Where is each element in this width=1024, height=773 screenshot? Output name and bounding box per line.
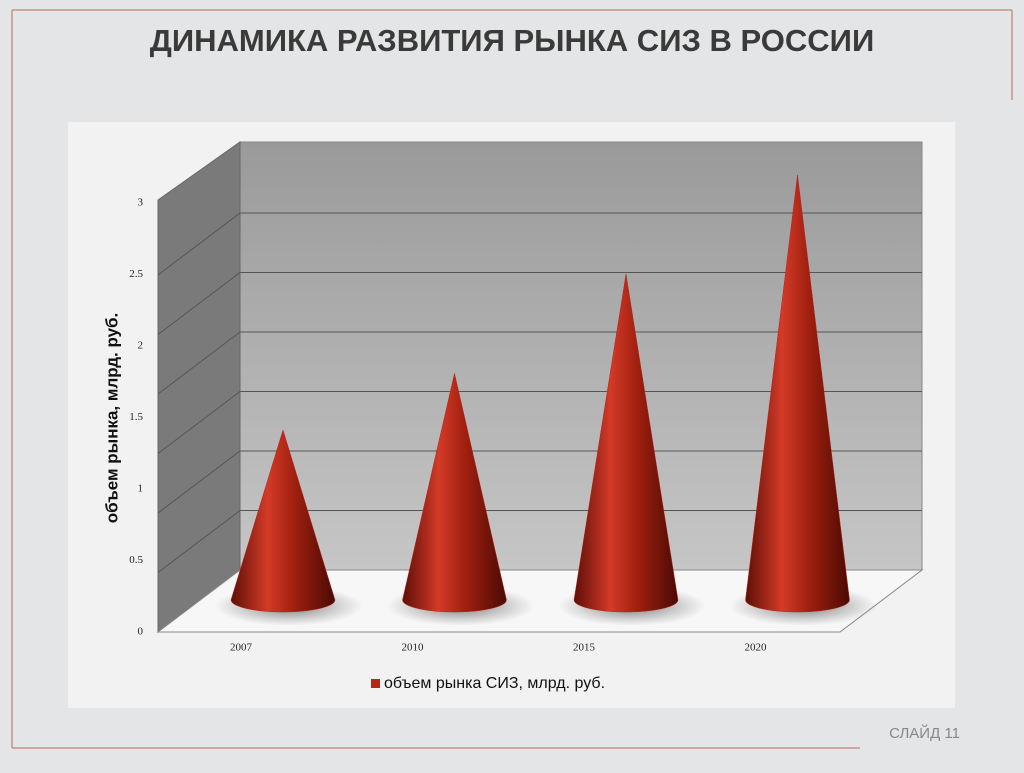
- legend: объем рынка СИЗ, млрд. руб.: [371, 675, 605, 692]
- grid-line: [157, 272, 922, 335]
- title: ДИНАМИКА РАЗВИТИЯ РЫНКА СИЗ В РОССИИ: [150, 23, 874, 58]
- x-tick-label: 2020: [745, 642, 768, 654]
- grid-line: [157, 331, 922, 395]
- grid-line: [157, 212, 922, 276]
- slide-number: СЛАЙД 11: [889, 724, 960, 742]
- side-wall: [157, 141, 241, 634]
- y-tick-label: 1.5: [129, 411, 143, 423]
- y-tick-label: 0: [138, 626, 144, 638]
- grid-line: [157, 510, 922, 573]
- x-tick-label: 2015: [573, 642, 596, 654]
- legend-swatch: [371, 679, 380, 688]
- grid-line: [157, 391, 922, 454]
- frame: [11, 9, 1013, 749]
- cone: [573, 274, 679, 613]
- y-tick-label: 1: [138, 483, 144, 495]
- x-tick-label: 2010: [402, 642, 425, 654]
- cone: [402, 373, 507, 613]
- grid-line: [157, 450, 922, 514]
- y-tick-label: 2: [138, 340, 144, 352]
- y-tick-label: 2.5: [129, 268, 143, 280]
- cone: [230, 429, 336, 613]
- y-tick-label: 3: [138, 197, 144, 209]
- x-tick-label: 2007: [230, 642, 253, 654]
- cone: [745, 174, 850, 613]
- legend-label: объем рынка СИЗ, млрд. руб.: [384, 675, 605, 692]
- y-tick-label: 0.5: [129, 554, 143, 566]
- y-axis-label: объем рынка, млрд. руб.: [102, 313, 121, 524]
